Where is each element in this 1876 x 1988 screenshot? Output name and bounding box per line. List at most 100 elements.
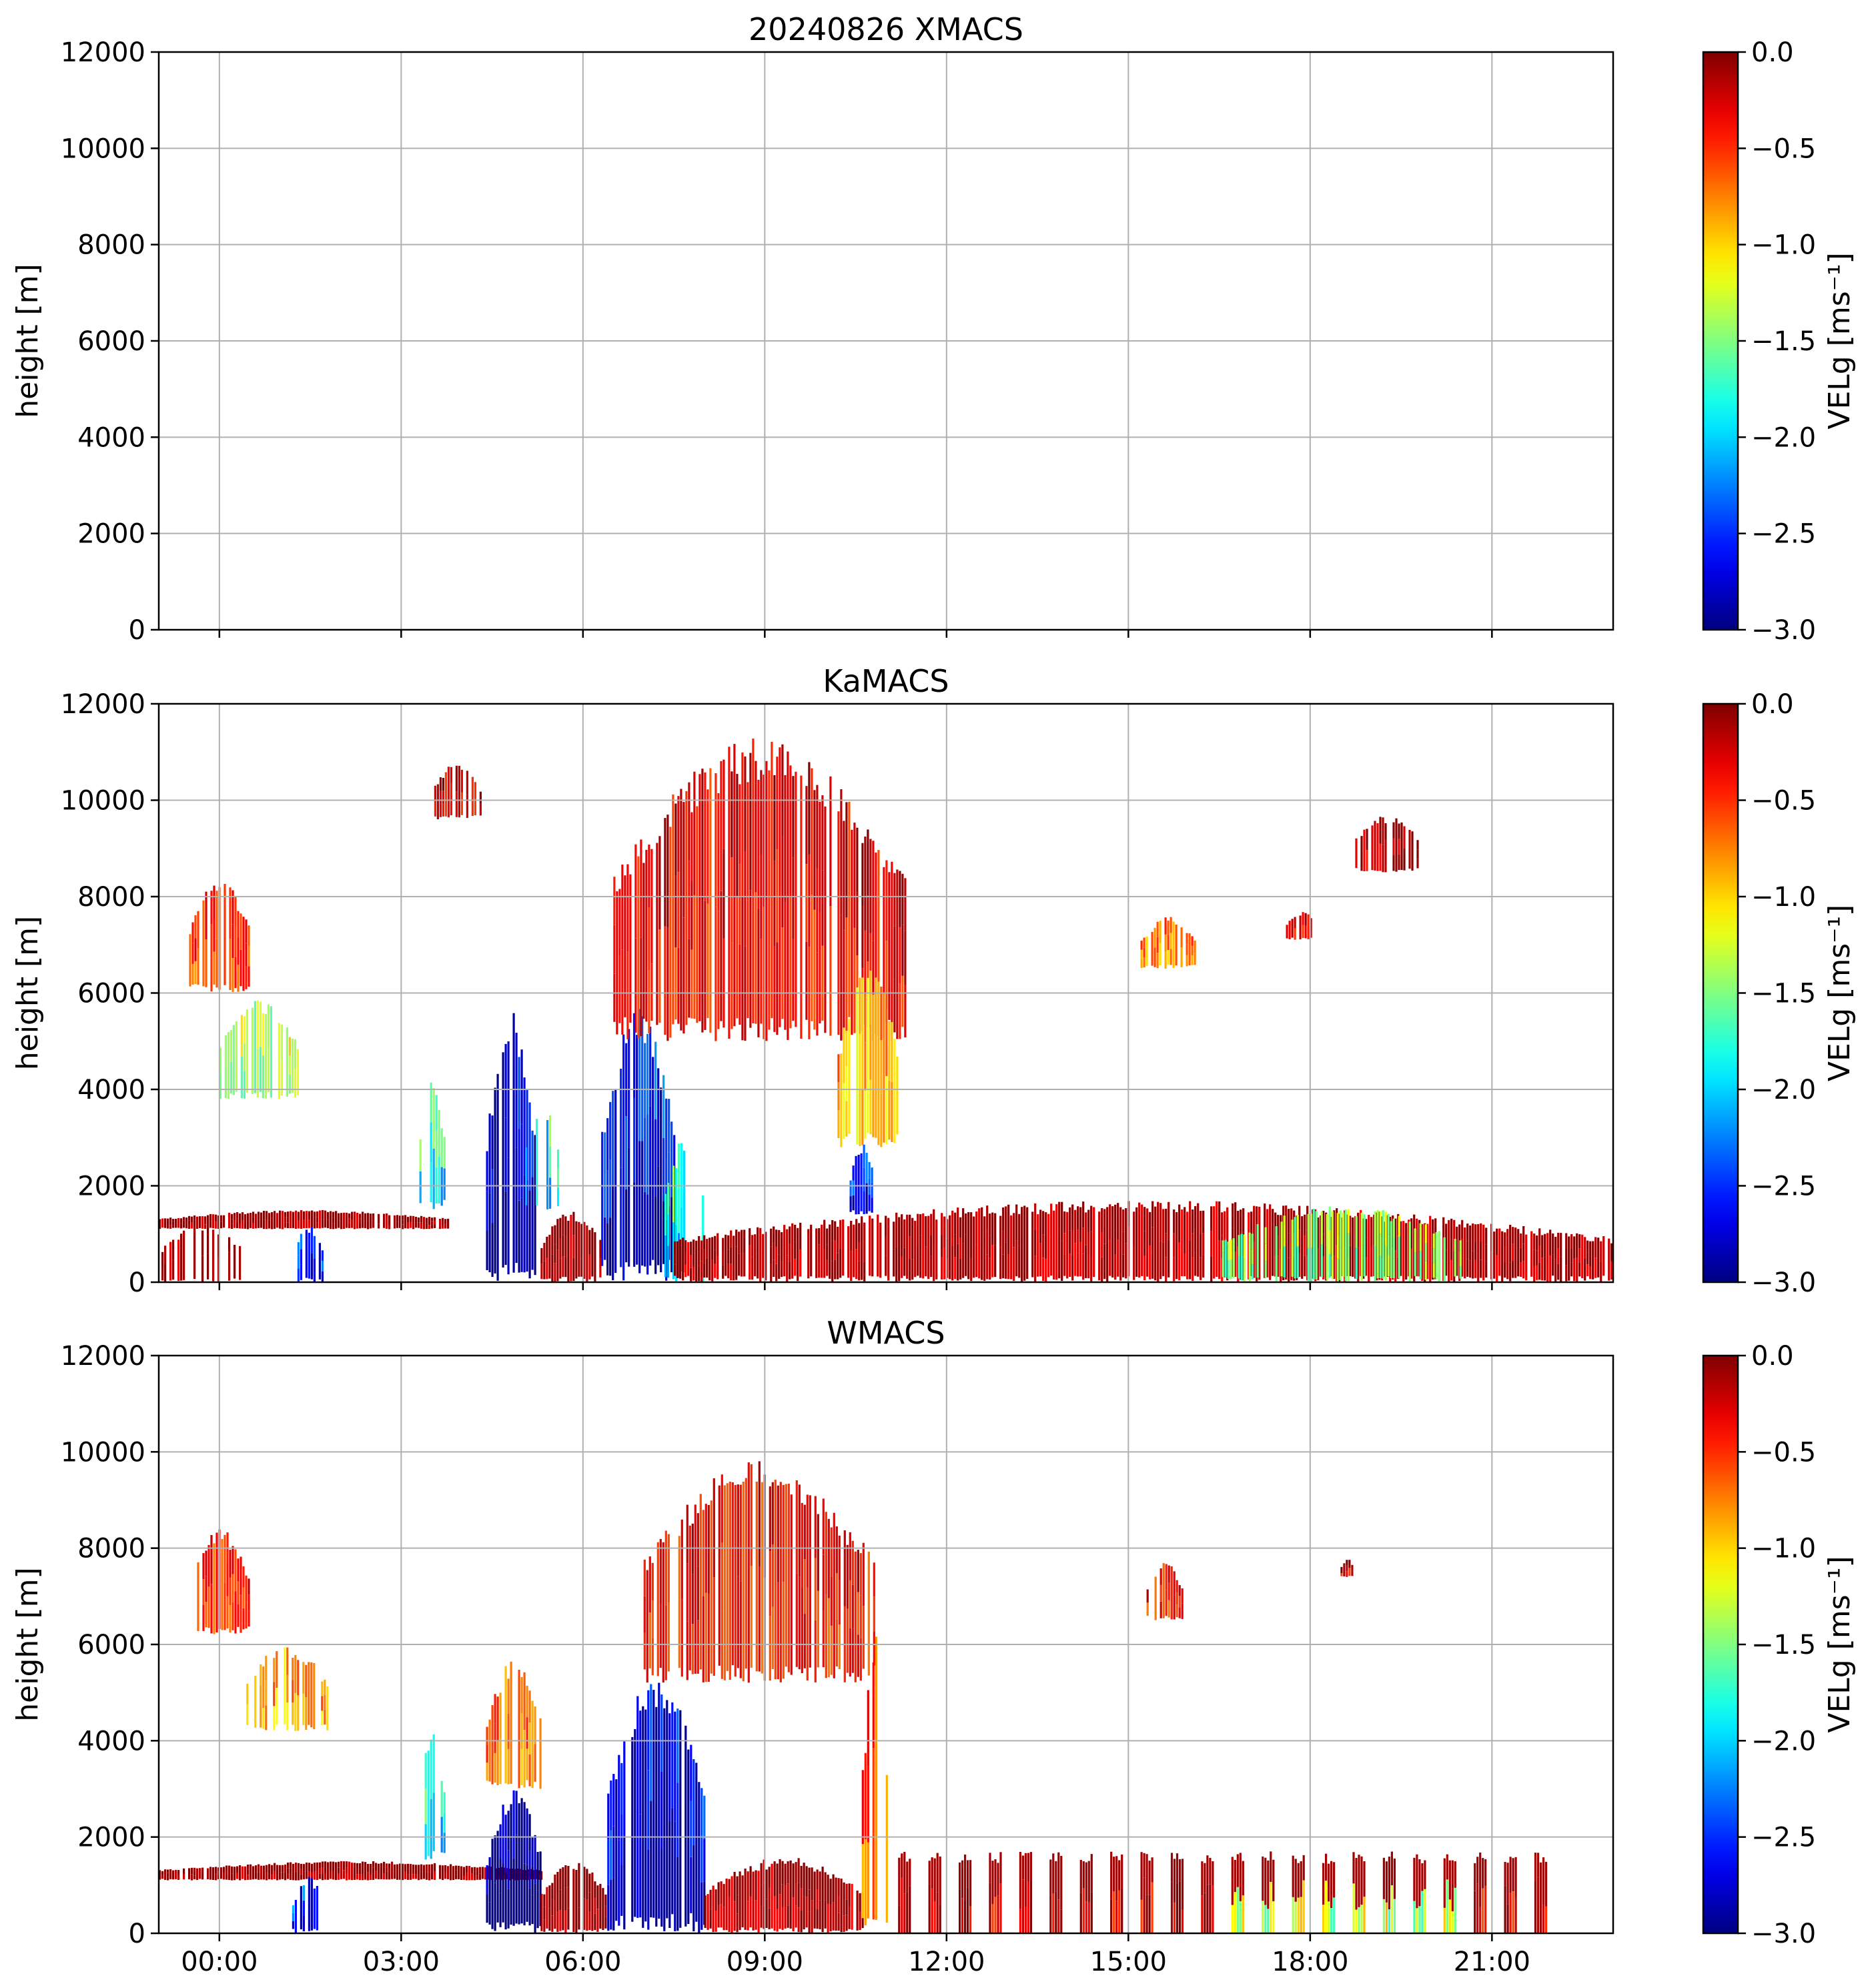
echo-region: [525, 1115, 560, 1209]
colorbar-tick-label: −2.0: [1751, 422, 1816, 453]
echo-region: [861, 1636, 888, 1926]
colorbar-tick-label: −2.5: [1751, 1171, 1816, 1202]
echo-region: [424, 1734, 446, 1860]
echo-region: [1146, 1563, 1184, 1620]
radar-echoes: [159, 1461, 1548, 1933]
x-tick-label: 15:00: [1090, 1947, 1167, 1977]
colorbar-tick-label: −3.0: [1751, 1919, 1816, 1949]
colorbar-tick-label: −1.5: [1751, 326, 1816, 357]
y-tick-label: 4000: [77, 422, 145, 453]
colorbar-tick-label: −3.0: [1751, 615, 1816, 646]
y-tick-label: 10000: [61, 133, 145, 164]
panel-title: KaMACS: [823, 663, 949, 699]
colorbar-tick-label: −0.5: [1751, 1437, 1816, 1468]
y-tick-label: 10000: [61, 1437, 145, 1468]
x-tick-label: 06:00: [544, 1947, 621, 1977]
x-tick-label: 18:00: [1272, 1947, 1348, 1977]
y-tick-label: 12000: [61, 37, 145, 68]
colorbar-tick-label: 0.0: [1751, 1341, 1794, 1372]
echo-region: [297, 1226, 324, 1282]
colorbar-gradient: [1702, 51, 1739, 631]
echo-region: [1355, 817, 1419, 873]
echo-region: [540, 1211, 602, 1282]
colorbar-tick-label: −2.0: [1751, 1726, 1816, 1757]
y-tick-label: 6000: [77, 326, 145, 357]
y-tick-label: 6000: [77, 1630, 145, 1660]
colorbar-tick-label: −0.5: [1751, 133, 1816, 164]
echo-region: [664, 1143, 705, 1282]
panel-1: 0 2000 4000 6000 8000 10000 12000 20240826 XMAC…: [11, 11, 1857, 646]
colorbar-tick-label: −1.0: [1751, 1534, 1816, 1564]
colorbar-tick-label: −0.5: [1751, 786, 1816, 817]
panel-title: WMACS: [827, 1315, 945, 1351]
colorbar-tick-label: −1.5: [1751, 979, 1816, 1009]
colorbar-tick-label: −2.0: [1751, 1075, 1816, 1105]
echo-region: [1222, 1206, 1462, 1282]
echo-region: [434, 765, 482, 820]
x-tick-label: 12:00: [908, 1947, 985, 1977]
echo-region: [159, 1209, 450, 1229]
echo-strips: [898, 1851, 1548, 1933]
y-axis-label: height [m]: [11, 916, 45, 1070]
colorbar-label: VELg [ms⁻¹]: [1823, 1556, 1857, 1732]
y-tick-label: 2000: [77, 519, 145, 550]
colorbar-tick-label: −2.5: [1751, 1823, 1816, 1853]
echo-region: [607, 1682, 706, 1933]
y-tick-label: 10000: [61, 786, 145, 817]
panel-3: 0 2000 4000 6000 8000 10000 12000 00:00 03:00 06:…: [11, 1315, 1857, 1977]
echo-region: [540, 1863, 607, 1933]
echo-region: [704, 1858, 864, 1933]
y-tick-label: 4000: [77, 1726, 145, 1757]
y-tick-label: 8000: [77, 1534, 145, 1564]
colorbar: 0.0 −0.5 −1.0 −1.5 −2.0 −2.5 −3.0 VELg [ms⁻¹]: [1702, 37, 1857, 646]
echo-region: [849, 1144, 873, 1215]
y-tick-label: 0: [129, 615, 145, 646]
y-tick-label: 2000: [77, 1823, 145, 1853]
x-tick-label: 03:00: [363, 1947, 440, 1977]
y-tick-label: 12000: [61, 1341, 145, 1372]
panel-2: 0 2000 4000 6000 8000 10000 12000 KaMACS height …: [11, 663, 1857, 1298]
panel-title: 20240826 XMACS: [749, 11, 1023, 47]
echo-region: [159, 1861, 543, 1881]
echo-region: [1140, 917, 1196, 969]
echo-region: [1340, 1560, 1354, 1577]
echo-region: [837, 970, 899, 1147]
colorbar-tick-label: 0.0: [1751, 689, 1794, 720]
echo-region: [486, 1790, 542, 1933]
colorbar-label: VELg [ms⁻¹]: [1823, 905, 1857, 1081]
colorbar-label: VELg [ms⁻¹]: [1823, 252, 1857, 429]
colorbar-gradient: [1702, 1354, 1739, 1935]
echo-region: [197, 1529, 250, 1634]
x-tick-label: 00:00: [181, 1947, 258, 1977]
echo-region: [189, 884, 250, 992]
echo-region: [246, 1647, 329, 1731]
echo-region: [613, 738, 907, 1041]
y-tick-label: 2000: [77, 1171, 145, 1202]
y-axis-label: height [m]: [11, 264, 45, 418]
radar-echoes: [159, 738, 1613, 1282]
x-tick-label: 09:00: [727, 1947, 803, 1977]
echo-region: [486, 1661, 542, 1789]
colorbar: 0.0 −0.5 −1.0 −1.5 −2.0 −2.5 −3.0 VELg [ms⁻¹]: [1702, 689, 1857, 1298]
echo-region: [161, 1227, 242, 1282]
echo-region: [419, 1082, 446, 1209]
y-tick-label: 4000: [77, 1075, 145, 1105]
echo-region: [486, 1013, 536, 1281]
y-axis-label: height [m]: [11, 1567, 45, 1721]
y-tick-label: 0: [129, 1919, 145, 1949]
colorbar-tick-label: −2.5: [1751, 519, 1816, 550]
colorbar-tick-label: −1.5: [1751, 1630, 1816, 1660]
y-tick-label: 12000: [61, 689, 145, 720]
echo-region: [219, 1000, 299, 1099]
colorbar: 0.0 −0.5 −1.0 −1.5 −2.0 −2.5 −3.0 VELg [ms⁻¹]: [1702, 1341, 1857, 1949]
echo-region: [643, 1461, 875, 1683]
y-tick-label: 8000: [77, 882, 145, 913]
colorbar-gradient: [1702, 702, 1739, 1284]
x-tick-label: 21:00: [1454, 1947, 1530, 1977]
echo-region: [292, 1877, 318, 1933]
y-tick-label: 8000: [77, 230, 145, 261]
y-tick-label: 6000: [77, 979, 145, 1009]
colorbar-tick-label: −1.0: [1751, 230, 1816, 261]
y-tick-label: 0: [129, 1268, 145, 1298]
